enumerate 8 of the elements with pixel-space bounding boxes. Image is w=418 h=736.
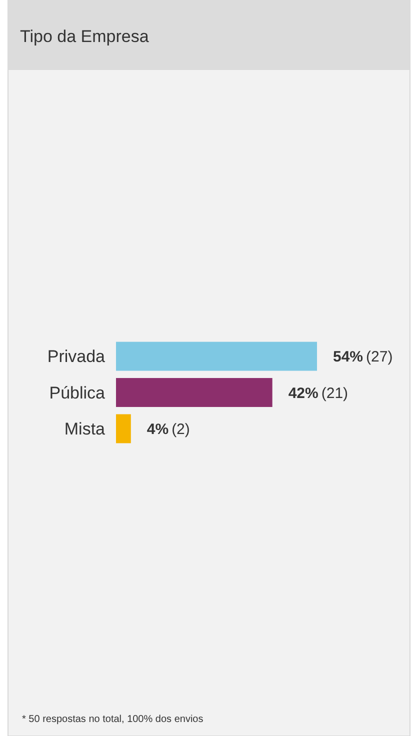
data-label: 4% (2) xyxy=(146,420,190,438)
data-label: 42% (21) xyxy=(288,384,348,402)
data-label: 54% (27) xyxy=(333,348,393,366)
y-tick-label: Mista xyxy=(64,420,106,439)
y-tick-label: Privada xyxy=(47,347,106,366)
y-tick-label: Pública xyxy=(49,383,106,402)
text: * 50 respostas no total, 100% dos envios xyxy=(22,714,204,725)
chart-title: Tipo da Empresa xyxy=(20,27,150,46)
